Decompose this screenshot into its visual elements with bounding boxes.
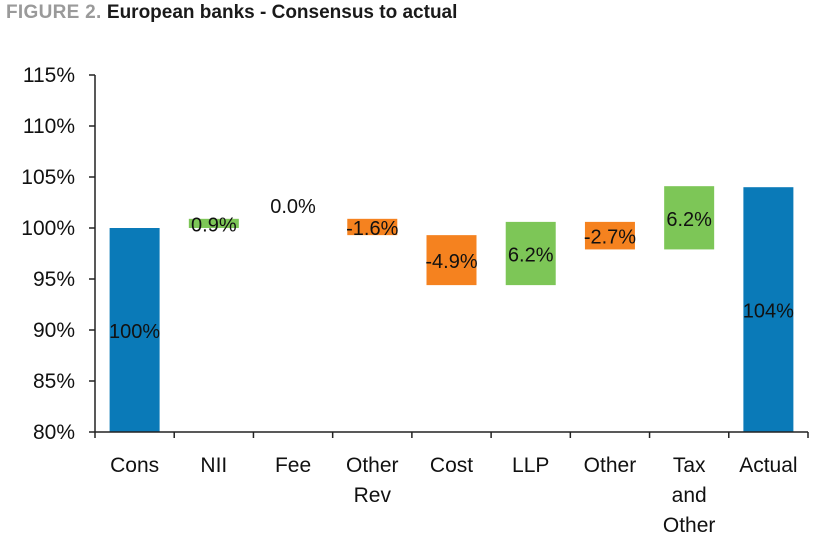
- y-tick-label: 95%: [33, 268, 75, 291]
- bar-decrease: [347, 218, 398, 236]
- data-label: 0.9%: [191, 214, 237, 236]
- chart-title: FIGURE 2. European banks - Consensus to …: [6, 2, 457, 24]
- data-label: -4.9%: [425, 251, 477, 273]
- data-label: -1.6%: [346, 218, 398, 240]
- x-tick-label: NII: [200, 454, 227, 477]
- x-tick-label: Tax: [673, 454, 706, 477]
- bar-increase: [505, 221, 556, 286]
- data-label: 6.2%: [666, 209, 712, 231]
- figure-title: European banks - Consensus to actual: [106, 2, 458, 23]
- bar-total: [109, 228, 160, 432]
- figure-label: FIGURE 2.: [6, 2, 102, 23]
- bar-total: [743, 187, 794, 432]
- x-tick-label: Actual: [739, 454, 797, 477]
- y-tick-label: 110%: [23, 115, 75, 138]
- bar-increase: [664, 186, 715, 250]
- data-label: 104%: [743, 301, 794, 323]
- y-tick-label: 80%: [33, 421, 75, 444]
- x-tick-label: Other: [346, 454, 399, 477]
- x-tick-label: Fee: [275, 454, 311, 477]
- data-label: 100%: [109, 321, 160, 343]
- x-tick-label: Other: [584, 454, 637, 477]
- x-tick-label: Cons: [110, 454, 159, 477]
- y-tick-label: 100%: [21, 217, 75, 240]
- data-label: -2.7%: [584, 227, 636, 249]
- x-tick-label: Cost: [430, 454, 473, 477]
- y-tick-label: 115%: [23, 64, 75, 87]
- x-tick-label: Other: [663, 514, 716, 537]
- y-tick-label: 85%: [33, 370, 75, 393]
- bar-decrease: [426, 235, 477, 286]
- data-label: 6.2%: [508, 245, 554, 267]
- x-tick-label: Rev: [354, 484, 392, 507]
- data-label: 0.0%: [270, 196, 316, 218]
- x-tick-label: LLP: [512, 454, 549, 477]
- y-tick-label: 90%: [33, 319, 75, 342]
- bar-decrease: [584, 221, 635, 250]
- bar-increase: [188, 218, 239, 228]
- y-tick-label: 105%: [21, 166, 75, 189]
- x-tick-label: and: [672, 484, 707, 507]
